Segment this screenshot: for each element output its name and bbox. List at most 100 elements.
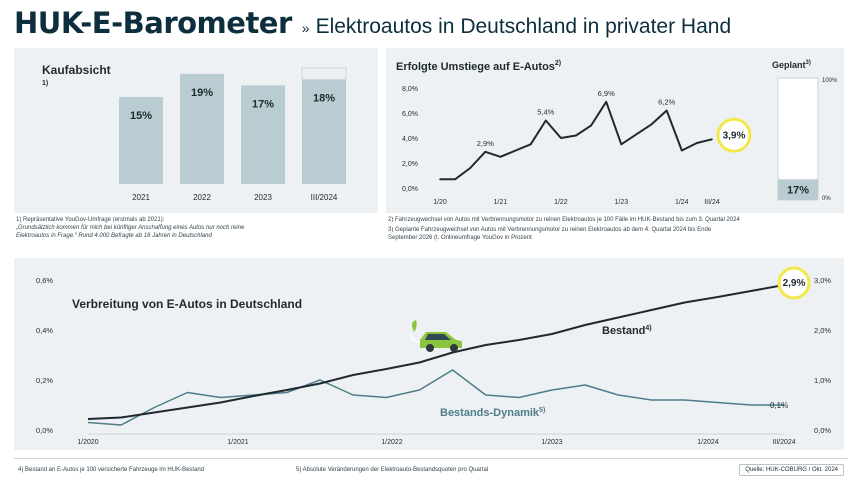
car-icon-wheel	[450, 344, 458, 352]
bar-outline-III/2024	[301, 67, 347, 81]
footnote-3-line1: 3) Geplante Fahrzeugwechsel von Autos mi…	[388, 227, 712, 233]
y-left-tick-label: 0,6%	[36, 276, 53, 285]
data-point	[439, 178, 441, 181]
x-tick-label: 1/2021	[227, 439, 249, 446]
data-point	[454, 178, 456, 181]
data-label: 2,9%	[477, 139, 494, 148]
chart-title: Erfolgte Umstiege auf E-Autos2)	[396, 60, 561, 73]
series-label-dynamik-sup: 5)	[539, 407, 545, 414]
highlight-circle	[777, 266, 811, 300]
car-icon-leaf	[411, 320, 417, 332]
y-left-tick-label: 0,0%	[36, 426, 53, 435]
chart-title-line2: 1)	[42, 80, 48, 87]
header: HUK-E-Barometer » Elektroautos in Deutsc…	[14, 6, 731, 44]
data-point	[484, 150, 487, 153]
title-separator-icon: »	[301, 20, 310, 36]
series-label-dynamik: Bestands-Dynamik5)	[440, 407, 545, 419]
car-icon-wheel	[426, 344, 434, 352]
data-point	[680, 149, 683, 152]
page-subtitle: Elektroautos in Deutschland in privater …	[315, 15, 732, 38]
end-label-bestand: 2,9%	[783, 278, 806, 289]
bar-2022	[180, 73, 224, 184]
data-point	[499, 155, 502, 158]
data-point	[605, 100, 608, 103]
bar-value-label: 19%	[191, 87, 213, 99]
y-tick-label: 8,0%	[402, 86, 418, 93]
data-label: 5,4%	[537, 108, 554, 117]
bar-value-label: 17%	[252, 98, 274, 110]
end-label-dynamik: 0,1%	[770, 401, 788, 410]
footnote-1-line1: 1) Repräsentative YouGov-Umfrage (erstma…	[16, 217, 165, 223]
data-point	[469, 167, 472, 169]
highlight-circle	[716, 117, 752, 153]
footnote-2-3: 2) Fahrzeugwechsel von Autos mit Verbren…	[388, 216, 846, 242]
purchase-intent-panel: Kaufabsicht1)1)15%202119%202217%202318%I…	[14, 48, 378, 213]
data-point	[696, 142, 698, 144]
spread-panel: 0,0% 0,2% 0,4% 0,6% 0,0% 1,0% 2,0% 3,0% 1/2020 1/…	[14, 258, 844, 450]
geplant-title: Geplant3)	[772, 60, 811, 70]
y-tick-label: 4,0%	[402, 136, 418, 143]
bar-value-label: 15%	[130, 110, 152, 122]
data-point	[529, 143, 532, 146]
source-label: Quelle: HUK-COBURG / Okt. 2024	[739, 464, 844, 476]
x-tick-label: 1/2020	[77, 439, 99, 446]
geplant-bottom-label: 0%	[822, 196, 831, 202]
data-label: 3,9%	[723, 130, 746, 141]
purchase-intent-chart: Kaufabsicht1)1)15%202119%202217%202318%I…	[42, 63, 347, 202]
footnote-4: 4) Bestand an E-Autos je 100 versicherte…	[18, 467, 205, 473]
footnote-5: 5) Absolute Veränderungen der Elektroaut…	[296, 467, 489, 473]
x-tick-label: 2022	[193, 193, 211, 202]
data-point	[635, 133, 638, 136]
footer: 4) Bestand an E-Autos je 100 versicherte…	[14, 458, 848, 479]
chart-title-sup: 1)	[42, 80, 48, 87]
geplant-top-label: 100%	[822, 78, 838, 84]
page-title: HUK-E-Barometer	[14, 6, 292, 40]
x-tick-label: 1/20	[433, 199, 447, 206]
chart-title-sup: 2)	[555, 60, 561, 67]
y-right-tick-label: 0,0%	[814, 426, 831, 435]
chart-title-line1: Kaufabsicht	[42, 63, 111, 77]
footnote-2: 2) Fahrzeugwechsel von Autos mit Verbren…	[388, 217, 740, 223]
data-point	[620, 143, 623, 146]
bar-III/2024	[302, 79, 346, 184]
data-point	[590, 124, 592, 127]
car-icon-cable	[410, 333, 421, 343]
y-left-tick-label: 0,2%	[36, 376, 53, 385]
geplant-value-label: 17%	[787, 185, 809, 197]
x-tick-label: III/2024	[311, 193, 338, 202]
x-tick-label: III/24	[704, 199, 720, 206]
data-point	[711, 138, 713, 141]
data-point	[575, 134, 577, 137]
geplant-title-sup: 3)	[806, 60, 811, 66]
y-right-tick-label: 1,0%	[814, 376, 831, 385]
footnote-1: 1) Repräsentative YouGov-Umfrage (erstma…	[16, 216, 380, 240]
y-right-tick-label: 3,0%	[814, 276, 831, 285]
footnote-1-line2: „Grundsätzlich kommen für mich bei künft…	[16, 225, 245, 231]
y-tick-label: 0,0%	[402, 186, 418, 193]
x-tick-label: 1/23	[615, 199, 629, 206]
x-tick-label: 1/24	[675, 199, 689, 206]
data-point	[544, 119, 547, 122]
bar-2021	[119, 97, 163, 184]
spread-chart: 0,0% 0,2% 0,4% 0,6% 0,0% 1,0% 2,0% 3,0% 1/2020 1/…	[36, 266, 831, 446]
series-line-bestand	[87, 284, 785, 420]
series-label-bestand-sup: 4)	[645, 325, 651, 332]
data-label: 6,2%	[658, 98, 675, 107]
x-tick-label: 2021	[132, 193, 150, 202]
bar-value-label: 18%	[313, 93, 335, 105]
x-tick-label: 1/22	[554, 199, 568, 206]
series-line-bestands-dynamik	[87, 369, 784, 426]
y-left-tick-label: 0,4%	[36, 326, 53, 335]
switches-panel: Erfolgte Umstiege auf E-Autos2) 0,0% 2,0% 4…	[386, 48, 844, 213]
data-point	[665, 109, 668, 112]
data-label: 6,9%	[598, 89, 615, 98]
geplant-bar	[778, 179, 818, 200]
y-tick-label: 2,0%	[402, 161, 418, 168]
car-icon-window	[425, 334, 451, 340]
x-tick-label: 1/2022	[381, 439, 403, 446]
series-label-bestand: Bestand4)	[602, 325, 652, 337]
x-tick-label: 2023	[254, 193, 272, 202]
x-tick-label: 1/2023	[541, 439, 563, 446]
x-tick-label: 1/21	[494, 199, 508, 206]
x-tick-label: 1/2024	[697, 439, 719, 446]
